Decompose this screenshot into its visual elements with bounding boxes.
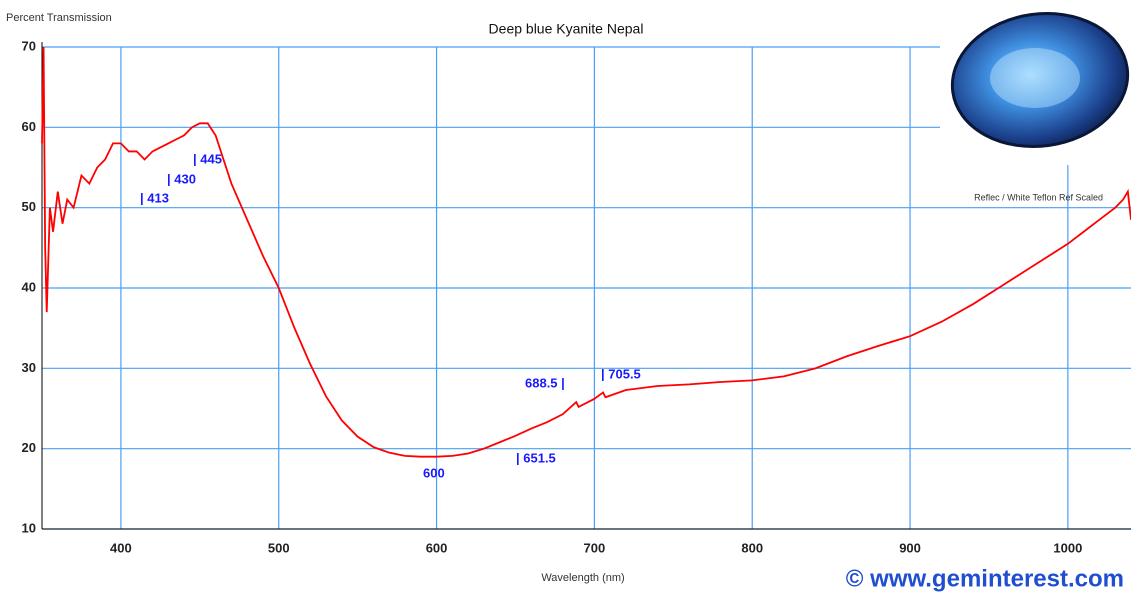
x-tick-label: 900: [899, 540, 921, 555]
chart-title: Deep blue Kyanite Nepal: [489, 21, 644, 37]
x-tick-label: 400: [110, 540, 132, 555]
note: Reflec / White Teflon Ref Scaled: [974, 192, 1103, 202]
x-tick-label: 800: [741, 540, 763, 555]
y-tick-label: 50: [22, 199, 36, 214]
watermark: © www.geminterest.com: [846, 565, 1124, 592]
annotation: | 705.5: [601, 366, 641, 381]
x-tick-label: 500: [268, 540, 290, 555]
annotation: | 651.5: [516, 450, 556, 465]
chart: Percent Transmission Deep blue Kyanite N…: [0, 0, 1131, 596]
x-tick-label: 700: [584, 540, 606, 555]
annotation: | 445: [193, 151, 222, 166]
x-tick-label: 600: [426, 540, 448, 555]
annotation: | 413: [140, 190, 169, 205]
y-axis-label: Percent Transmission: [6, 12, 112, 24]
y-tick-label: 10: [22, 520, 36, 535]
gem-highlight: [990, 48, 1080, 108]
annotation: 688.5 |: [525, 375, 565, 390]
y-tick-label: 30: [22, 360, 36, 375]
x-tick-label: 1000: [1053, 540, 1082, 555]
y-tick-label: 40: [22, 279, 36, 294]
annotation: | 430: [167, 171, 196, 186]
y-tick-label: 20: [22, 440, 36, 455]
annotation: 600: [423, 465, 445, 480]
y-tick-label: 70: [22, 38, 36, 53]
y-tick-label: 60: [22, 119, 36, 134]
x-axis-label: Wavelength (nm): [541, 572, 624, 584]
